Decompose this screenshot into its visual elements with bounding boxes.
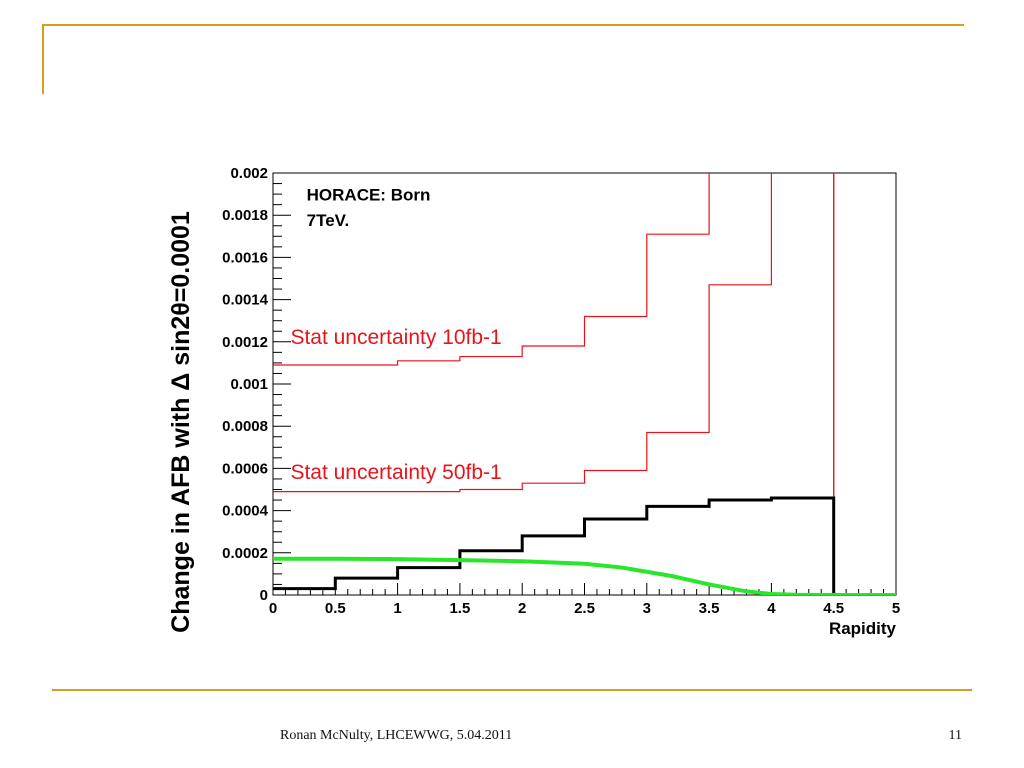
y-tick-label: 0.0016 bbox=[222, 249, 268, 266]
y-tick-label: 0 bbox=[260, 587, 268, 604]
annotation-2: Stat uncertainty 10fb-1 bbox=[290, 326, 501, 349]
series-0-line bbox=[273, 173, 835, 595]
y-axis-title: Change in AFB with Δ sin2θ=0.0001 bbox=[167, 211, 195, 633]
x-tick-label: 1 bbox=[393, 600, 401, 617]
y-tick-label: 0.0006 bbox=[222, 460, 268, 477]
annotation-1: 7TeV. bbox=[307, 211, 350, 230]
y-tick-label: 0.0004 bbox=[222, 503, 269, 520]
series-1-line bbox=[273, 173, 835, 595]
x-tick-label: 1.5 bbox=[449, 600, 470, 617]
y-tick-label: 0.001 bbox=[230, 376, 268, 393]
y-tick-label: 0.0002 bbox=[222, 545, 268, 562]
x-tick-label: 3 bbox=[643, 600, 651, 617]
y-tick-label: 0.0014 bbox=[222, 292, 269, 309]
x-tick-label: 3.5 bbox=[699, 600, 720, 617]
x-tick-label: 0 bbox=[269, 600, 277, 617]
y-tick-label: 0.0018 bbox=[222, 207, 268, 224]
y-tick-label: 0.0012 bbox=[222, 334, 268, 351]
y-tick-label: 0.002 bbox=[230, 165, 268, 182]
annotation-0: HORACE: Born bbox=[307, 185, 431, 204]
series-2-line bbox=[273, 496, 896, 595]
x-tick-label: 4 bbox=[767, 600, 776, 617]
bottom-horizontal-rule bbox=[52, 689, 972, 691]
x-tick-label: 2.5 bbox=[574, 600, 595, 617]
series-3-line bbox=[273, 556, 896, 595]
top-vertical-rule bbox=[42, 24, 44, 94]
footer-author: Ronan McNulty, LHCEWWG, 5.04.2011 bbox=[280, 728, 513, 743]
x-tick-label: 2 bbox=[518, 600, 526, 617]
top-horizontal-rule bbox=[42, 24, 964, 26]
x-axis-title: Rapidity bbox=[829, 619, 897, 638]
series-group bbox=[273, 173, 896, 595]
x-tick-label: 0.5 bbox=[325, 600, 346, 617]
x-tick-label: 4.5 bbox=[823, 600, 844, 617]
slide-number: 11 bbox=[948, 728, 962, 743]
x-tick-label: 5 bbox=[892, 600, 900, 617]
annotation-3: Stat uncertainty 50fb-1 bbox=[290, 461, 501, 484]
y-tick-label: 0.0008 bbox=[222, 418, 268, 435]
